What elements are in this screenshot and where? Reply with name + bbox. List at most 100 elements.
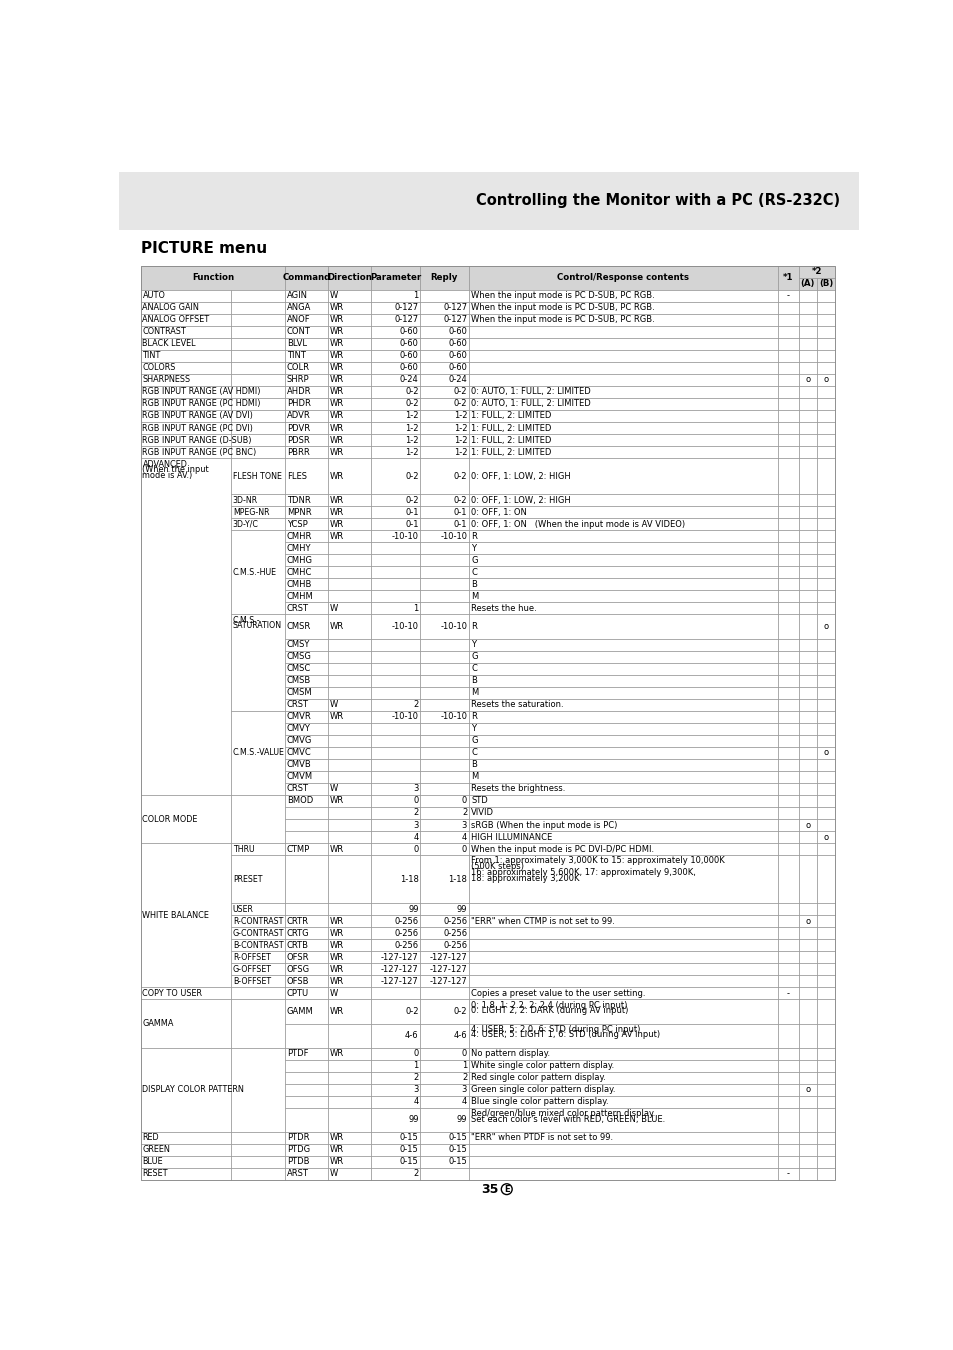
Bar	[371, 1108, 419, 1131]
Bar	[798, 301, 817, 313]
Bar	[141, 290, 231, 301]
Bar	[419, 1084, 468, 1096]
Bar	[798, 374, 817, 386]
Text: CRTB: CRTB	[287, 941, 309, 950]
Bar	[817, 639, 835, 651]
Bar	[777, 927, 798, 940]
Bar	[285, 350, 328, 362]
Bar	[798, 338, 817, 350]
Bar	[231, 903, 285, 915]
Text: mode is AV.): mode is AV.)	[142, 471, 193, 479]
Bar	[798, 927, 817, 940]
Bar	[328, 927, 371, 940]
Bar	[285, 699, 328, 710]
Bar	[141, 795, 231, 842]
Bar	[777, 1072, 798, 1084]
Bar	[419, 639, 468, 651]
Text: 0: OFF, 1: LOW, 2: HIGH: 0: OFF, 1: LOW, 2: HIGH	[471, 495, 570, 505]
Text: 0-2: 0-2	[405, 387, 418, 397]
Bar	[798, 1048, 817, 1060]
Text: 1-2: 1-2	[454, 412, 467, 420]
Text: THRU: THRU	[233, 845, 254, 853]
Text: 2: 2	[413, 1169, 418, 1179]
Text: ADVR: ADVR	[287, 412, 311, 420]
Bar	[231, 362, 285, 374]
Bar	[371, 639, 419, 651]
Bar	[777, 1156, 798, 1168]
Text: 0-1: 0-1	[405, 508, 418, 517]
Text: AHDR: AHDR	[287, 387, 311, 397]
Bar	[777, 675, 798, 687]
Text: C.M.S.-HUE: C.M.S.-HUE	[233, 568, 276, 576]
Text: 1: FULL, 2: LIMITED: 1: FULL, 2: LIMITED	[471, 436, 551, 444]
Text: o: o	[822, 748, 828, 757]
Bar	[798, 940, 817, 952]
Bar	[798, 446, 817, 458]
Bar	[777, 458, 798, 494]
Bar	[777, 976, 798, 987]
Text: CRST: CRST	[287, 603, 309, 613]
Bar	[328, 1156, 371, 1168]
Text: 0-60: 0-60	[399, 363, 418, 373]
Bar	[328, 903, 371, 915]
Bar	[777, 313, 798, 325]
Bar	[419, 531, 468, 543]
Text: When the input mode is PC DVI-D/PC HDMI.: When the input mode is PC DVI-D/PC HDMI.	[471, 845, 654, 853]
Bar	[817, 433, 835, 446]
Bar	[777, 795, 798, 807]
Bar	[141, 1156, 231, 1168]
Bar	[817, 832, 835, 842]
Bar	[419, 386, 468, 398]
Text: 0-127: 0-127	[442, 304, 467, 312]
Bar	[798, 531, 817, 543]
Bar	[798, 675, 817, 687]
Bar	[328, 602, 371, 614]
Text: CPTU: CPTU	[287, 990, 309, 998]
Text: 3D-Y/C: 3D-Y/C	[233, 520, 258, 529]
Bar	[817, 687, 835, 699]
Bar	[777, 1048, 798, 1060]
Bar	[141, 795, 231, 842]
Bar	[285, 759, 328, 771]
Bar	[777, 386, 798, 398]
Bar	[468, 410, 777, 423]
Bar	[371, 807, 419, 819]
Text: 0-2: 0-2	[454, 400, 467, 409]
Bar	[419, 386, 468, 398]
Bar	[419, 783, 468, 795]
Bar	[777, 590, 798, 602]
Bar	[468, 374, 777, 386]
Bar	[798, 747, 817, 759]
Bar	[419, 410, 468, 423]
Bar	[231, 374, 285, 386]
Text: B-CONTRAST: B-CONTRAST	[233, 941, 283, 950]
Bar	[328, 675, 371, 687]
Text: 1: FULL, 2: LIMITED: 1: FULL, 2: LIMITED	[471, 448, 551, 456]
Bar	[468, 1156, 777, 1168]
Bar	[419, 807, 468, 819]
Bar	[798, 423, 817, 433]
Bar	[419, 842, 468, 855]
Bar	[777, 423, 798, 433]
Text: 0-1: 0-1	[454, 520, 467, 529]
Text: 1: 1	[413, 1061, 418, 1071]
Bar	[777, 807, 798, 819]
Bar	[285, 832, 328, 842]
Text: W: W	[330, 784, 338, 794]
Bar	[468, 964, 777, 976]
Bar	[419, 651, 468, 663]
Bar	[285, 783, 328, 795]
Bar	[371, 747, 419, 759]
Bar	[285, 1143, 328, 1156]
Bar	[798, 313, 817, 325]
Bar	[777, 795, 798, 807]
Bar	[817, 423, 835, 433]
Text: 0: LIGHT 2, 2: DARK (during AV input): 0: LIGHT 2, 2: DARK (during AV input)	[471, 1006, 628, 1015]
Text: 1-18: 1-18	[448, 875, 467, 884]
Bar	[419, 1156, 468, 1168]
Bar	[419, 915, 468, 927]
Bar	[419, 301, 468, 313]
Bar	[817, 699, 835, 710]
Bar	[777, 494, 798, 506]
Bar	[817, 518, 835, 531]
